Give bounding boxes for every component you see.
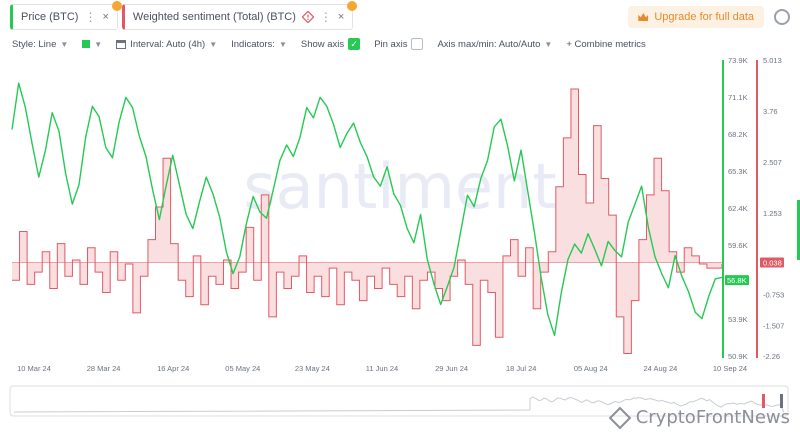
- checkbox-icon[interactable]: [411, 38, 424, 50]
- color-swatch-icon: [82, 40, 91, 48]
- timeline-navigator: [9, 385, 789, 417]
- chart-area[interactable]: santiment 73.9K 71.1K 68.2K 65.3K 62.4K 59.6K…: [0, 56, 800, 440]
- price-tick-label: 68.2K: [728, 130, 748, 139]
- chart-toolbar: Style: Line ▼ ▼ Interval: Auto (4h) ▼ In…: [12, 36, 646, 52]
- upgrade-label: Upgrade for full data: [654, 11, 754, 23]
- warning-icon: [301, 11, 314, 23]
- interval-label: Interval: Auto (4h): [130, 38, 206, 50]
- axis-minmax-label: Axis max/min: Auto/Auto: [437, 38, 541, 50]
- color-picker[interactable]: ▼: [82, 40, 102, 49]
- calendar-icon: [116, 39, 127, 49]
- price-tick-label: 73.9K: [728, 56, 748, 65]
- price-tick-label: 59.6K: [728, 241, 748, 250]
- price-current-badge: [725, 275, 749, 286]
- chip-price-btc[interactable]: Price (BTC) ⋮ ×: [10, 1, 122, 30]
- chip-label: Price (BTC): [21, 11, 79, 23]
- sentiment-tick-label: 1.253: [763, 209, 782, 218]
- style-dropdown[interactable]: Style: Line ▼: [12, 39, 68, 50]
- pro-badge-icon: [347, 1, 358, 11]
- x-tick-label: 05 May 24: [225, 364, 260, 373]
- x-tick-label: 11 Jun 24: [366, 364, 398, 373]
- sentiment-area: [12, 89, 722, 354]
- price-tick-label: 62.4K: [728, 204, 748, 213]
- combine-metrics-button[interactable]: + Combine metrics: [566, 39, 645, 50]
- price-tick-label: 50.9K: [728, 352, 748, 361]
- price-tick-label: 71.1K: [728, 93, 748, 102]
- sentiment-tick-label: 2.507: [763, 158, 782, 167]
- navigator-series-line: [13, 396, 785, 413]
- settings-icon[interactable]: [774, 9, 790, 25]
- show-axis-toggle[interactable]: Show axis ✓: [300, 38, 361, 50]
- footer-brand-text: CryptoFrontNews: [635, 407, 790, 428]
- chevron-down-icon: ▼: [209, 39, 218, 49]
- chevron-down-icon: ▼: [544, 39, 553, 49]
- close-icon[interactable]: ×: [102, 11, 109, 23]
- x-tick-label: 24 Aug 24: [644, 364, 678, 373]
- chip-label: Weighted sentiment (Total) (BTC): [132, 11, 296, 23]
- footer-brand: CryptoFrontNews: [608, 406, 790, 429]
- sentiment-current-badge: [760, 257, 784, 268]
- diamond-logo-icon: [608, 406, 632, 429]
- sentiment-tick-label: -2.26: [763, 352, 780, 361]
- show-axis-label: Show axis: [300, 38, 345, 50]
- pin-axis-toggle[interactable]: Pin axis: [374, 38, 424, 50]
- chip-weighted-sentiment[interactable]: Weighted sentiment (Total) (BTC) ⋮ ×: [121, 1, 358, 30]
- axis-minmax-dropdown[interactable]: Axis max/min: Auto/Auto ▼: [437, 39, 552, 50]
- navigator-handle-left: [762, 394, 765, 408]
- close-icon[interactable]: ×: [337, 11, 345, 23]
- pin-axis-label: Pin axis: [374, 38, 408, 50]
- x-tick-label: 05 Aug 24: [574, 364, 608, 373]
- combine-label: + Combine metrics: [566, 38, 646, 50]
- sentiment-tick-label: 0.038: [763, 258, 782, 267]
- more-options-icon[interactable]: ⋮: [319, 10, 332, 24]
- metric-chips: Price (BTC) ⋮ × Weighted sentiment (Tota…: [10, 1, 358, 30]
- upgrade-button[interactable]: Upgrade for full data: [628, 6, 764, 28]
- interval-dropdown[interactable]: Interval: Auto (4h) ▼: [116, 39, 217, 50]
- indicators-dropdown[interactable]: Indicators: ▼: [231, 39, 287, 50]
- watermark: santiment: [243, 150, 556, 223]
- price-series-line: [11, 82, 723, 337]
- sentiment-series-line: [12, 88, 723, 355]
- sentiment-tick-label: 5.013: [763, 56, 782, 65]
- x-tick-label: 28 Mar 24: [87, 364, 121, 373]
- x-tick-label: 10 Mar 24: [17, 364, 51, 373]
- sentiment-tick-label: -0.753: [763, 291, 784, 300]
- sentiment-tick-label: -1.507: [763, 321, 784, 330]
- price-tick-label: 53.9K: [728, 315, 748, 324]
- style-label: Style: Line: [12, 38, 57, 50]
- chevron-down-icon: ▼: [94, 39, 103, 49]
- x-tick-label: 18 Jul 24: [506, 364, 536, 373]
- x-tick-label: 29 Jun 24: [435, 364, 468, 373]
- chevron-down-icon: ▼: [278, 39, 287, 49]
- chevron-down-icon: ▼: [60, 39, 69, 49]
- checkbox-checked-icon[interactable]: ✓: [348, 38, 361, 50]
- x-tick-label: 10 Sep 24: [713, 364, 747, 373]
- sentiment-tick-label: 3.76: [763, 107, 778, 116]
- price-current-label: 56.8K: [727, 276, 747, 285]
- scroll-handle[interactable]: [797, 200, 800, 260]
- price-tick-label: 65.3K: [728, 167, 748, 176]
- more-options-icon[interactable]: ⋮: [84, 10, 97, 24]
- indicators-label: Indicators:: [231, 38, 275, 50]
- crown-icon: [638, 13, 649, 21]
- pro-badge-icon: [111, 1, 122, 11]
- x-tick-label: 16 Apr 24: [157, 364, 189, 373]
- navigator-handle-right: [780, 394, 783, 408]
- x-tick-label: 23 May 24: [295, 364, 330, 373]
